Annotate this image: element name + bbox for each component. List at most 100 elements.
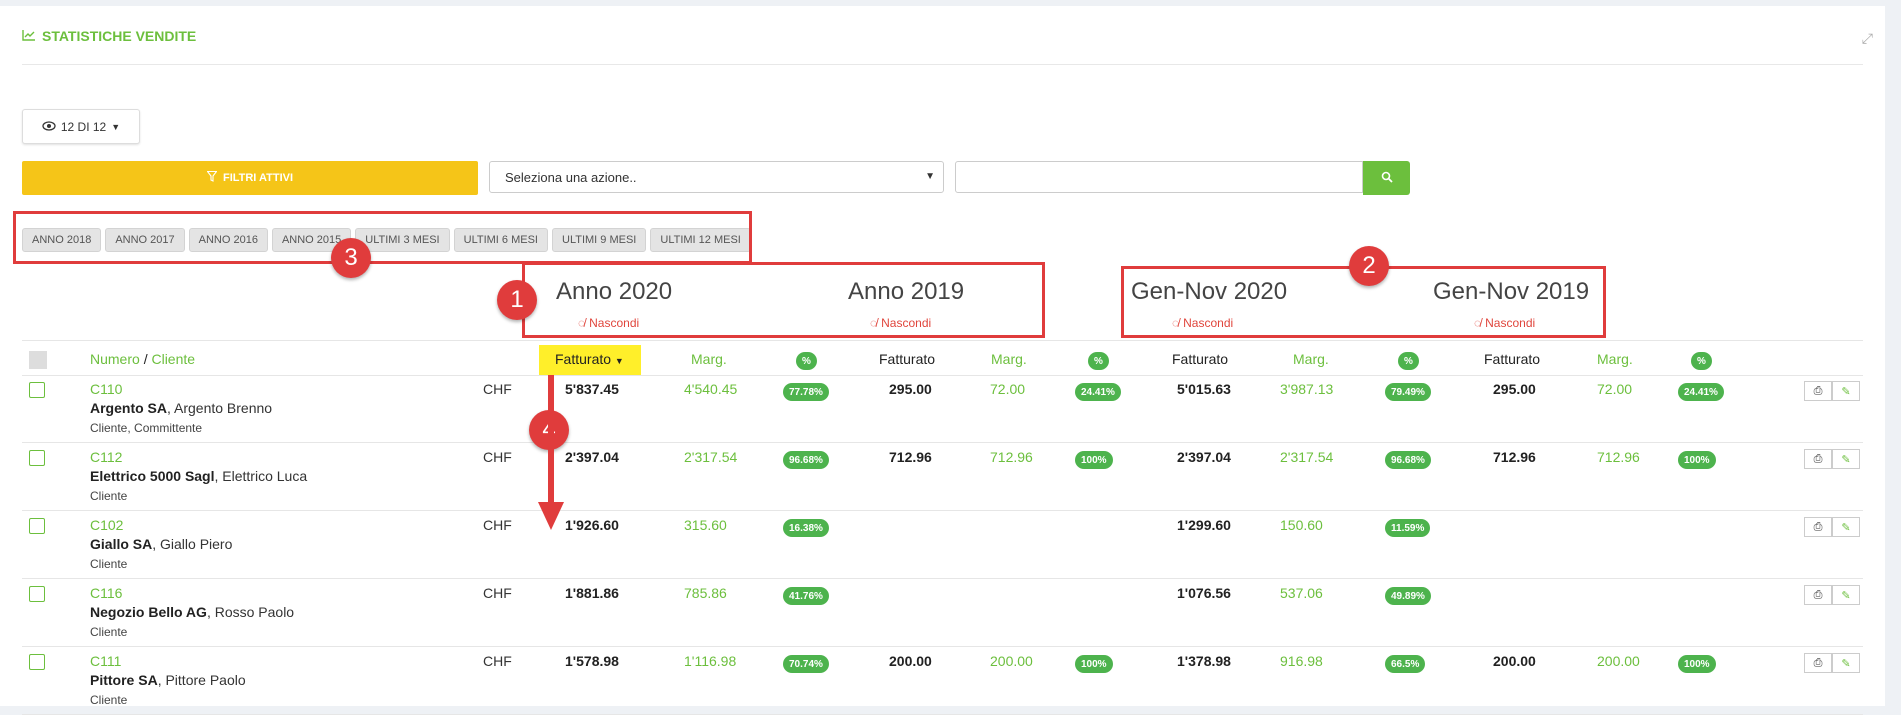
marg-value: 712.96 <box>990 449 1033 465</box>
marg-value: 72.00 <box>990 381 1026 397</box>
pct-badge: 79.49% <box>1385 383 1431 401</box>
row-checkbox[interactable] <box>29 450 45 466</box>
marg-value: 200.00 <box>1597 653 1640 669</box>
pct-badge: 11.59% <box>1385 519 1431 537</box>
column-header-marg[interactable]: Marg. <box>1597 351 1633 367</box>
marg-value: 1'116.98 <box>684 653 737 669</box>
period-button[interactable]: ANNO 2017 <box>105 228 185 252</box>
pct-badge: 70.74% <box>783 655 829 673</box>
row-checkbox[interactable] <box>29 382 45 398</box>
print-icon: ⎙ <box>1813 656 1823 669</box>
table-header <box>22 340 1863 376</box>
action-select[interactable]: Seleziona una azione.. ▼ <box>489 161 944 193</box>
pct-badge: 96.68% <box>1385 451 1431 469</box>
column-header-pct[interactable]: % <box>1691 352 1712 370</box>
fatturato-value: 1'076.56 <box>1177 585 1231 601</box>
hide-group-link[interactable]: ◌̸ Nascondi <box>1474 316 1536 330</box>
column-visibility-button[interactable]: 12 DI 12 ▼ <box>22 109 140 144</box>
customer-code-link[interactable]: C116 <box>90 585 123 601</box>
fatturato-value: 1'378.98 <box>1177 653 1231 669</box>
search-button[interactable] <box>1363 161 1410 195</box>
print-icon: ⎙ <box>1813 452 1823 465</box>
period-button[interactable]: ULTIMI 3 MESI <box>355 228 450 252</box>
column-header-fatturato[interactable]: Fatturato <box>1484 351 1541 367</box>
eye-slash-icon: ◌̸ <box>1172 316 1180 330</box>
fatturato-value: 1'881.86 <box>565 585 619 601</box>
print-button[interactable]: ⎙ <box>1804 517 1832 537</box>
chevron-down-icon: ▼ <box>111 121 121 132</box>
annotation-arrow-head <box>538 502 564 530</box>
column-header-pct[interactable]: % <box>1088 352 1109 370</box>
eye-icon <box>42 120 56 134</box>
print-button[interactable]: ⎙ <box>1804 585 1832 605</box>
edit-button[interactable]: ✎ <box>1832 449 1860 469</box>
customer-type: Cliente <box>90 557 128 571</box>
fatturato-value: 200.00 <box>889 653 932 669</box>
row-checkbox[interactable] <box>29 654 45 670</box>
print-button[interactable]: ⎙ <box>1804 653 1832 673</box>
column-header-marg[interactable]: Marg. <box>1293 351 1329 367</box>
period-button[interactable]: ANNO 2018 <box>22 228 102 252</box>
search-input[interactable] <box>955 161 1363 193</box>
fatturato-value: 1'299.60 <box>1177 517 1231 533</box>
group-title: Gen-Nov 2019 <box>1433 278 1590 305</box>
pct-badge: 100% <box>1075 655 1113 673</box>
hide-group-link[interactable]: ◌̸ Nascondi <box>578 316 640 330</box>
marg-value: 72.00 <box>1597 381 1633 397</box>
hide-group-link[interactable]: ◌̸ Nascondi <box>870 316 932 330</box>
table-row[interactable]: C112 Elettrico 5000 Sagl, Elettrico Luca C… <box>22 442 1863 511</box>
customer-code-link[interactable]: C110 <box>90 381 123 397</box>
column-header-marg[interactable]: Marg. <box>991 351 1027 367</box>
print-button[interactable]: ⎙ <box>1804 381 1832 401</box>
pct-badge: 24.41% <box>1678 383 1724 401</box>
select-all-checkbox[interactable] <box>29 351 47 369</box>
edit-button[interactable]: ✎ <box>1832 653 1860 673</box>
column-header-marg[interactable]: Marg. <box>691 351 727 367</box>
hide-group-link[interactable]: ◌̸ Nascondi <box>1172 316 1234 330</box>
customer-name: Elettrico 5000 Sagl, Elettrico Luca <box>90 468 308 484</box>
expand-icon[interactable]: ⤢ <box>1861 30 1873 46</box>
customer-code-link[interactable]: C111 <box>90 653 122 669</box>
table-row[interactable]: C102 Giallo SA, Giallo Piero Cliente CHF 1'9… <box>22 510 1863 579</box>
active-filters-button[interactable]: FILTRI ATTIVI <box>22 161 478 195</box>
currency: CHF <box>483 653 512 669</box>
annotation-callout: 3 <box>331 238 371 278</box>
pencil-icon: ✎ <box>1841 521 1851 534</box>
search-icon <box>1381 171 1393 186</box>
column-header-fatturato[interactable]: Fatturato <box>879 351 936 367</box>
table-row[interactable]: C110 Argento SA, Argento Brenno Cliente, C… <box>22 374 1863 443</box>
row-checkbox[interactable] <box>29 586 45 602</box>
column-header-fatturato-sorted[interactable]: Fatturato ▼ <box>555 351 624 367</box>
column-header-pct[interactable]: % <box>796 352 817 370</box>
panel-title: STATISTICHE VENDITE <box>22 28 196 44</box>
column-header-numero-cliente[interactable]: Numero / Cliente <box>90 351 196 367</box>
customer-type: Cliente <box>90 625 128 639</box>
row-checkbox[interactable] <box>29 518 45 534</box>
column-header-pct[interactable]: % <box>1398 352 1419 370</box>
pct-badge: 49.89% <box>1385 587 1431 605</box>
table-row[interactable]: C116 Negozio Bello AG, Rosso Paolo Cliente… <box>22 578 1863 647</box>
edit-button[interactable]: ✎ <box>1832 517 1860 537</box>
fatturato-value: 1'926.60 <box>565 517 619 533</box>
edit-button[interactable]: ✎ <box>1832 585 1860 605</box>
pencil-icon: ✎ <box>1841 657 1851 670</box>
period-button[interactable]: ANNO 2016 <box>188 228 268 252</box>
pct-badge: 77.78% <box>783 383 829 401</box>
marg-value: 916.98 <box>1280 653 1323 669</box>
edit-button[interactable]: ✎ <box>1832 381 1860 401</box>
marg-value: 200.00 <box>990 653 1033 669</box>
annotation-box-periods <box>13 211 752 264</box>
customer-code-link[interactable]: C102 <box>90 517 124 533</box>
pct-badge: 100% <box>1678 451 1716 469</box>
customer-type: Cliente, Committente <box>90 421 203 435</box>
period-button[interactable]: ULTIMI 6 MESI <box>453 228 548 252</box>
print-button[interactable]: ⎙ <box>1804 449 1832 469</box>
column-header-fatturato[interactable]: Fatturato <box>1172 351 1229 367</box>
marg-value: 3'987.13 <box>1280 381 1334 397</box>
currency: CHF <box>483 585 512 601</box>
period-button[interactable]: ULTIMI 9 MESI <box>552 228 647 252</box>
marg-value: 2'317.54 <box>1280 449 1334 465</box>
customer-code-link[interactable]: C112 <box>90 449 123 465</box>
marg-value: 4'540.45 <box>684 381 738 397</box>
table-row[interactable]: C111 Pittore SA, Pittore Paolo Cliente CHF 1… <box>22 646 1863 715</box>
